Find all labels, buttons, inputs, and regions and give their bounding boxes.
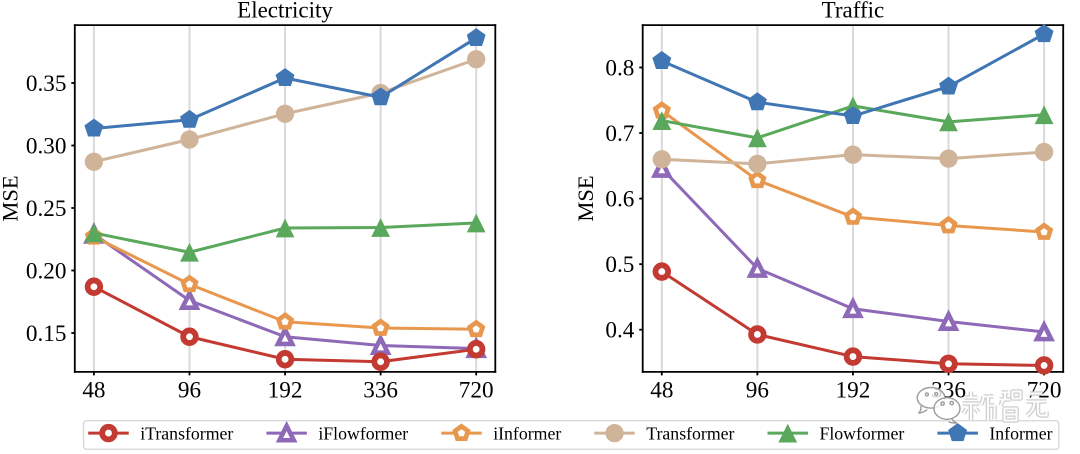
svg-text:iInformer: iInformer [493, 423, 561, 443]
svg-text:0.30: 0.30 [26, 134, 67, 160]
svg-text:0.25: 0.25 [26, 196, 67, 222]
svg-text:MSE: MSE [0, 175, 23, 221]
svg-text:Flowformer: Flowformer [819, 423, 904, 443]
svg-text:192: 192 [836, 378, 871, 404]
svg-text:Informer: Informer [989, 423, 1052, 443]
svg-text:iTransformer: iTransformer [140, 423, 233, 443]
svg-text:96: 96 [746, 378, 769, 404]
svg-text:0.7: 0.7 [605, 121, 634, 147]
svg-text:720: 720 [459, 378, 494, 404]
svg-text:0.6: 0.6 [605, 187, 634, 213]
svg-text:Traffic: Traffic [822, 0, 885, 22]
svg-text:336: 336 [931, 378, 966, 404]
svg-text:192: 192 [268, 378, 303, 404]
svg-text:96: 96 [178, 378, 201, 404]
svg-text:48: 48 [82, 378, 105, 404]
svg-text:336: 336 [363, 378, 398, 404]
svg-text:iFlowformer: iFlowformer [318, 423, 408, 443]
svg-text:0.8: 0.8 [605, 56, 634, 82]
svg-text:Transformer: Transformer [646, 423, 734, 443]
svg-text:48: 48 [650, 378, 673, 404]
svg-text:0.20: 0.20 [26, 259, 67, 285]
svg-text:Electricity: Electricity [237, 0, 333, 22]
svg-text:0.5: 0.5 [605, 252, 634, 278]
svg-text:720: 720 [1027, 378, 1062, 404]
svg-text:0.35: 0.35 [26, 71, 67, 97]
svg-text:MSE: MSE [573, 175, 598, 221]
svg-text:0.4: 0.4 [605, 318, 634, 344]
svg-text:0.15: 0.15 [26, 321, 67, 347]
